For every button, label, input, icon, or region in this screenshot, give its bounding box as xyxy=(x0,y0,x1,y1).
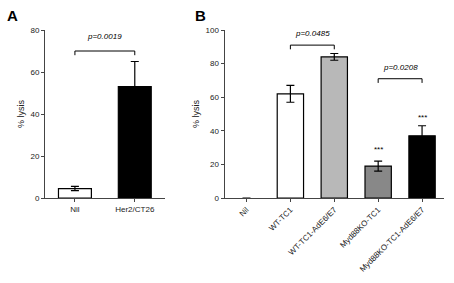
svg-text:p=0.0208: p=0.0208 xyxy=(383,63,418,72)
svg-text:***: *** xyxy=(374,145,383,154)
svg-text:p=0.0019: p=0.0019 xyxy=(87,32,122,41)
svg-text:0: 0 xyxy=(35,194,40,203)
svg-text:p=0.0485: p=0.0485 xyxy=(295,29,330,38)
svg-text:60: 60 xyxy=(30,68,39,77)
svg-text:20: 20 xyxy=(210,160,219,169)
svg-text:WT-TC1: WT-TC1 xyxy=(267,205,295,233)
svg-text:Myd88KO-TC1: Myd88KO-TC1 xyxy=(338,205,382,249)
svg-text:A: A xyxy=(7,7,18,24)
svg-text:% lysis: % lysis xyxy=(191,100,201,129)
svg-text:% lysis: % lysis xyxy=(16,100,26,129)
svg-text:WT-TC1-AdE6/E7: WT-TC1-AdE6/E7 xyxy=(287,205,339,257)
svg-text:100: 100 xyxy=(206,26,220,35)
svg-text:0: 0 xyxy=(214,194,219,203)
svg-text:Nil: Nil xyxy=(238,205,251,218)
svg-text:B: B xyxy=(195,7,206,24)
svg-text:80: 80 xyxy=(210,59,219,68)
svg-text:***: *** xyxy=(418,113,427,122)
svg-text:Myd88KO-TC1-AdE6/E7: Myd88KO-TC1-AdE6/E7 xyxy=(358,205,427,274)
svg-text:Her2/CT26: Her2/CT26 xyxy=(115,205,155,214)
svg-text:Nil: Nil xyxy=(70,205,80,214)
svg-text:80: 80 xyxy=(30,26,39,35)
svg-text:20: 20 xyxy=(30,152,39,161)
svg-text:40: 40 xyxy=(30,110,39,119)
svg-text:60: 60 xyxy=(210,93,219,102)
svg-text:40: 40 xyxy=(210,127,219,136)
